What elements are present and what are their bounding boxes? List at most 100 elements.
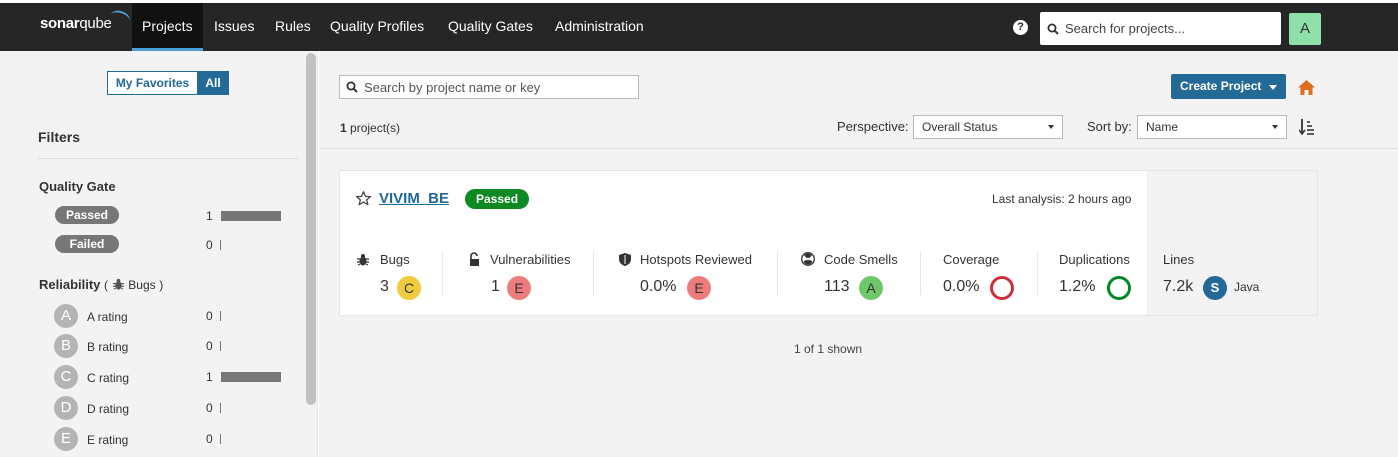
filters-sidebar: My Favorites All Filters Quality Gate Pa… [0, 51, 318, 457]
vulnerabilities-value[interactable]: 1 [491, 278, 500, 295]
nav-administration[interactable]: Administration [555, 18, 644, 34]
coverage-donut-icon [990, 276, 1014, 300]
reliability-facet-title[interactable]: Reliability ( Bugs ) [39, 277, 163, 292]
metric-divider [777, 251, 778, 295]
chevron-down-icon [1269, 85, 1277, 90]
rating-a-label[interactable]: A rating [87, 310, 128, 324]
my-favorites-toggle[interactable]: My Favorites [107, 71, 198, 95]
hotspots-label: Hotspots Reviewed [640, 252, 752, 267]
rating-e-bar [220, 434, 221, 444]
all-toggle[interactable]: All [197, 71, 229, 95]
nav-quality-gates[interactable]: Quality Gates [448, 18, 533, 34]
nav-quality-profiles[interactable]: Quality Profiles [330, 18, 425, 34]
lines-panel [1147, 171, 1317, 315]
reliability-subtitle-close: ) [159, 278, 164, 292]
reliability-title-text: Reliability [39, 277, 101, 292]
sort-select[interactable]: Name [1137, 115, 1287, 139]
chevron-down-icon [1048, 125, 1054, 129]
coverage-value[interactable]: 0.0% [943, 278, 980, 295]
rating-c-bar [221, 372, 281, 382]
quality-gate-facet-title[interactable]: Quality Gate [39, 179, 116, 194]
lines-value: 7.2k [1163, 278, 1194, 295]
rating-b-count: 0 [206, 339, 213, 353]
metric-divider [593, 251, 594, 295]
code-smell-icon [801, 252, 815, 266]
vulnerabilities-rating-badge: E [507, 276, 531, 300]
search-icon [1047, 23, 1059, 35]
code-smells-label: Code Smells [824, 252, 898, 267]
help-icon[interactable]: ? [1013, 20, 1028, 35]
filters-title: Filters [38, 129, 81, 145]
nav-issues[interactable]: Issues [214, 18, 255, 34]
logo-waves-icon [108, 8, 132, 28]
vulnerabilities-label: Vulnerabilities [490, 252, 571, 267]
rating-e-label[interactable]: E rating [87, 433, 129, 447]
facet-failed-bar [220, 240, 221, 250]
hotspots-rating-badge: E [687, 276, 711, 300]
nav-rules[interactable]: Rules [275, 18, 311, 34]
logo-text-thin: qube [79, 15, 112, 32]
bug-icon [357, 254, 369, 266]
duplications-value[interactable]: 1.2% [1059, 278, 1096, 295]
rating-c-circle: C [54, 365, 78, 389]
rating-b-label[interactable]: B rating [87, 340, 129, 354]
reliability-subtitle-open: ( [104, 278, 109, 292]
last-analysis-text: Last analysis: 2 hours ago [992, 192, 1132, 206]
top-navigation-bar: sonarqube Projects Issues Rules Quality … [0, 0, 1398, 51]
project-name-link[interactable]: VIVIM_BE [379, 190, 450, 207]
home-icon[interactable] [1298, 80, 1315, 95]
size-badge: S [1203, 276, 1227, 300]
perspective-select[interactable]: Overall Status [913, 115, 1063, 139]
chevron-down-icon [1272, 125, 1278, 129]
nav-projects[interactable]: Projects [132, 3, 203, 51]
bugs-value[interactable]: 3 [380, 278, 389, 295]
sonarqube-logo[interactable]: sonarqube [40, 8, 132, 32]
project-count-number: 1 [340, 121, 347, 135]
rating-e-circle: E [54, 427, 78, 451]
rating-b-bar [220, 341, 221, 351]
user-avatar[interactable]: A [1289, 13, 1321, 45]
hotspots-value[interactable]: 0.0% [640, 278, 677, 295]
rating-d-circle: D [54, 396, 78, 420]
shield-icon [619, 253, 631, 266]
duplications-donut-icon [1107, 276, 1131, 300]
create-project-button[interactable]: Create Project [1171, 74, 1286, 99]
project-count-suffix: project(s) [350, 121, 401, 135]
project-count: 1 project(s) [340, 121, 400, 135]
coverage-label: Coverage [943, 252, 1000, 267]
divider [319, 148, 1398, 149]
logo-text-bold: sonar [40, 15, 80, 32]
divider [38, 158, 298, 159]
create-project-label: Create Project [1180, 79, 1262, 93]
rating-a-count: 0 [206, 309, 213, 323]
search-icon [346, 81, 358, 93]
global-search-input[interactable] [1065, 18, 1270, 38]
facet-passed-pill[interactable]: Passed [55, 206, 119, 224]
facet-passed-bar [221, 211, 281, 221]
global-search-box [1040, 12, 1281, 45]
perspective-value: Overall Status [922, 120, 998, 134]
reliability-subtitle-text: Bugs [128, 278, 156, 292]
shown-count: 1 of 1 shown [794, 342, 863, 356]
rating-d-count: 0 [206, 401, 213, 415]
project-search-input[interactable] [364, 79, 634, 95]
rating-d-bar [220, 403, 221, 413]
favorite-star-icon[interactable] [355, 190, 372, 207]
sidebar-scrollbar[interactable] [306, 53, 316, 405]
bugs-rating-badge: C [397, 276, 421, 300]
duplications-label: Duplications [1059, 252, 1130, 267]
metric-divider [1037, 251, 1038, 295]
rating-c-count: 1 [206, 370, 213, 384]
facet-failed-pill[interactable]: Failed [55, 235, 119, 253]
sort-value: Name [1146, 120, 1179, 134]
quality-gate-status-badge: Passed [465, 189, 530, 209]
bug-icon [112, 278, 124, 290]
metric-divider [442, 251, 443, 295]
rating-a-bar [220, 311, 221, 321]
rating-c-label[interactable]: C rating [87, 371, 130, 385]
rating-d-label[interactable]: D rating [87, 402, 130, 416]
code-smells-value[interactable]: 113 [824, 278, 850, 295]
sort-label: Sort by: [1087, 119, 1132, 134]
sort-direction-icon[interactable] [1299, 118, 1315, 135]
metric-divider [920, 251, 921, 295]
